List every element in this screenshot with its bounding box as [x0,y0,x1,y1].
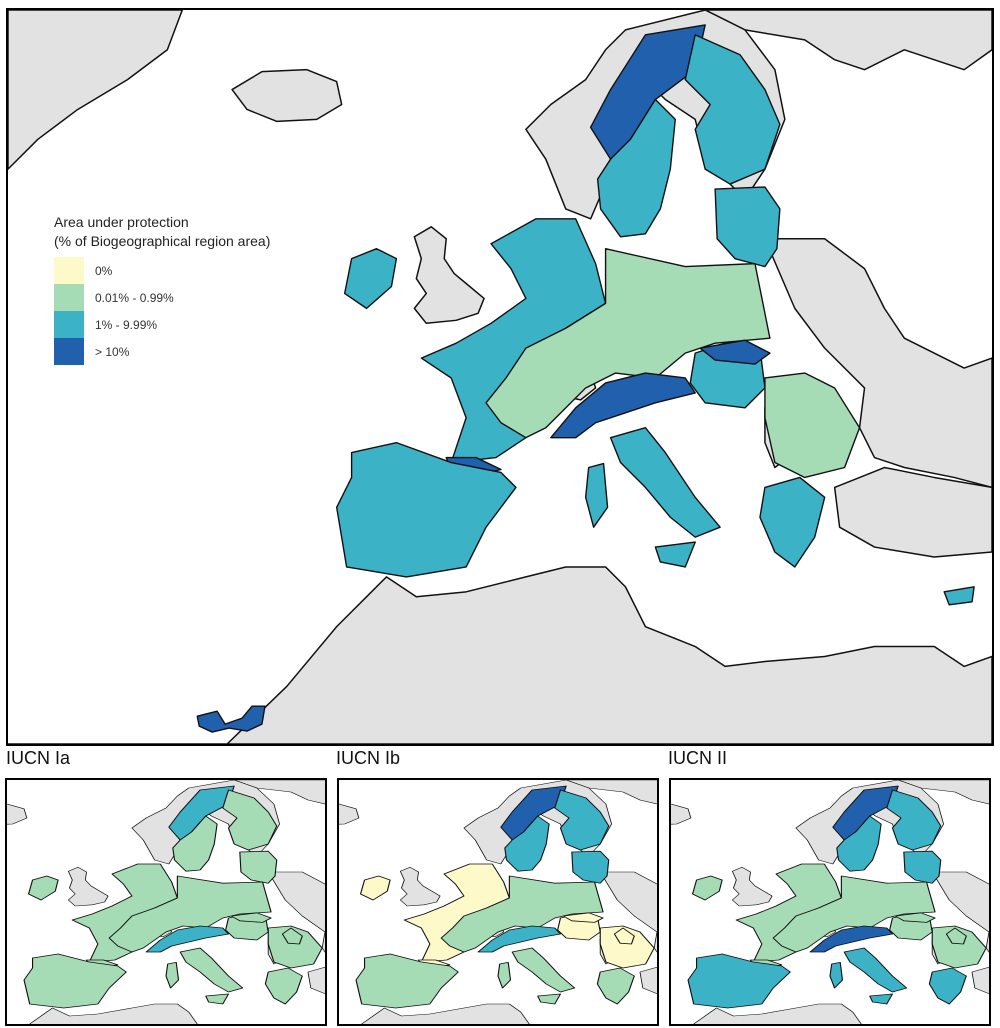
map-iucn-ii [669,778,991,1026]
region-greece [596,967,635,1005]
region-greece-mediterranean [759,476,826,568]
region-italy [843,947,908,993]
region-baltic [903,850,942,884]
region-italy [537,993,562,1005]
region-baltic-states [714,186,781,268]
panel-title-iucn-ia: IUCN Ia [6,748,71,768]
map-iucn-ia [5,778,327,1026]
legend-item: 0% [54,257,270,284]
legend-label: 0.01% - 0.99% [95,290,174,305]
region-greece [264,967,303,1005]
map-legend: Area under protection (% of Biogeographi… [54,213,270,365]
legend-title-line1: Area under protection [54,214,189,230]
main-protection-map: Area under protection (% of Biogeographi… [6,8,994,746]
region-italy [179,947,244,993]
legend-title-line2: (% of Biogeographical region area) [54,233,271,249]
legend-swatch [54,284,84,311]
region-italy [165,961,180,989]
region-italy-mediterranean [654,541,696,568]
panel-title-iucn-ii: IUCN II [668,748,728,768]
region-ireland [28,875,59,901]
region-greece-mediterranean [943,586,975,606]
region-italy [497,961,512,989]
region-ireland [360,875,391,901]
region-italy [829,961,844,989]
region-ireland [692,875,723,901]
region-balkan-black-sea-continental [764,372,861,479]
region-iberia-mediterranean [335,441,517,578]
legend-swatch [54,338,84,365]
legend-label: 1% - 9.99% [95,317,158,332]
region-baltic [239,850,278,884]
region-italy-mediterranean [584,462,609,528]
legend-item: 1% - 9.99% [54,311,270,338]
region-greece [928,967,967,1005]
legend-swatch [54,257,84,284]
panel-title-iucn-ib: IUCN Ib [336,748,401,768]
region-ireland [343,248,398,310]
legend-label: 0% [95,263,113,278]
legend-item: > 10% [54,338,270,365]
region-italy-mediterranean [609,427,721,538]
region-baltic [571,850,610,884]
region-italy [511,947,576,993]
region-macaronesia [196,705,266,733]
legend-item: 0.01% - 0.99% [54,284,270,311]
region-italy [869,993,894,1005]
region-italy [205,993,230,1005]
legend-swatch [54,311,84,338]
map-iucn-ib [337,778,659,1026]
legend-label: > 10% [95,344,130,359]
